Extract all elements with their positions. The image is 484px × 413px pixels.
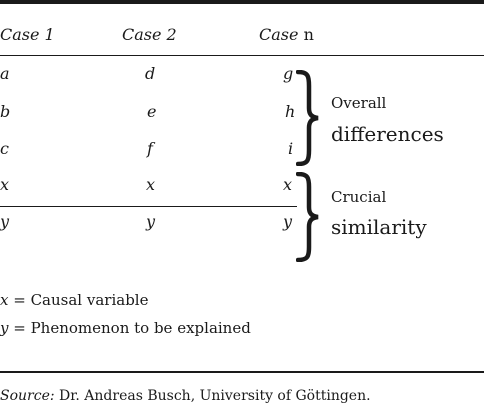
group-label-similarity: similarity <box>331 215 427 239</box>
cell-r1-c2: d <box>145 64 156 83</box>
cell-r5-c2: y <box>146 212 156 231</box>
cell-r2-c1: b <box>0 102 11 121</box>
cell-r3-c1: c <box>0 139 9 158</box>
cell-r3-c3: i <box>288 139 294 158</box>
top-rule <box>0 0 484 4</box>
legend-line-x: x = Causal variable <box>0 291 149 309</box>
cell-r5-c1: y <box>0 212 10 231</box>
right-brace-icon <box>296 172 319 262</box>
cell-r4-c3: x <box>283 175 293 194</box>
cell-r1-c1: a <box>0 64 10 83</box>
source-note: Source: Dr. Andreas Busch, University of… <box>0 388 371 404</box>
header-case-2: Case 2 <box>122 25 177 44</box>
cell-r2-c3: h <box>285 102 296 121</box>
header-case-1: Case 1 <box>0 25 55 44</box>
cell-r1-c3: g <box>283 64 294 83</box>
group-label-differences: differences <box>331 122 444 146</box>
group-label-crucial: Crucial <box>331 188 387 206</box>
cell-r2-c2: e <box>147 102 157 121</box>
bottom-rule <box>0 371 484 373</box>
right-brace-icon <box>296 70 319 166</box>
header-case-n: Case n <box>259 25 314 44</box>
cell-r4-c2: x <box>146 175 156 194</box>
group-label-overall: Overall <box>331 94 387 112</box>
legend-line-y: y = Phenomenon to be explained <box>0 319 251 337</box>
cell-r4-c1: x <box>0 175 10 194</box>
cell-r3-c2: f <box>147 139 153 158</box>
xy-divider-rule <box>0 206 297 207</box>
header-rule <box>0 55 484 56</box>
cell-r5-c3: y <box>283 212 293 231</box>
